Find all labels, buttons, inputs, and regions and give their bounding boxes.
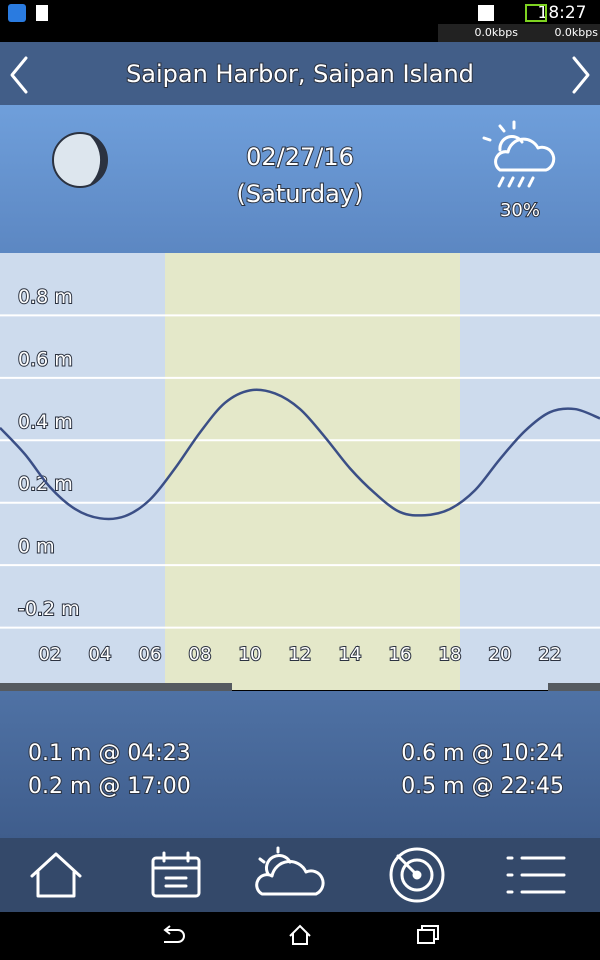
moon-shadow (88, 134, 108, 186)
y-tick-label: -0.2 m (18, 598, 80, 620)
y-tick-label: 0.2 m (18, 473, 73, 495)
nav-bar (0, 838, 600, 912)
battery-icon (525, 4, 547, 22)
y-tick-label: 0.4 m (18, 411, 73, 433)
home-tab[interactable] (30, 852, 82, 898)
back-button[interactable] (163, 925, 185, 943)
scroll-indicator (548, 683, 600, 691)
x-tick-label: 10 (239, 644, 262, 665)
x-tick-label: 04 (89, 644, 112, 665)
high-tide: 0.5 m @ 22:45 (401, 774, 564, 799)
y-tick-label: 0.6 m (18, 348, 73, 370)
system-bar (0, 912, 600, 960)
menu-tab[interactable] (506, 856, 566, 894)
header (0, 42, 600, 105)
x-tick-label: 14 (339, 644, 362, 665)
date: 02/27/16 (246, 143, 354, 171)
scroll-indicator (0, 683, 232, 691)
forecast-tab[interactable] (255, 846, 325, 896)
y-tick-label: 0 m (18, 536, 55, 558)
next-button[interactable] (572, 56, 590, 94)
calendar-tab[interactable] (151, 851, 201, 898)
y-tick-label: 0.8 m (18, 286, 73, 308)
daylight-band (165, 253, 460, 690)
tide-chart: -0.2 m 0 m 0.2 m 0.4 m 0.6 m 0.8 m 02 04 06 08 10 1… (0, 253, 600, 690)
recents-button[interactable] (417, 925, 439, 944)
x-tick-label: 02 (39, 644, 62, 665)
clock: 18:27 (538, 3, 587, 23)
x-tick-label: 22 (539, 644, 562, 665)
x-tick-label: 12 (289, 644, 312, 665)
x-tick-label: 06 (139, 644, 162, 665)
low-tide: 0.1 m @ 04:23 (28, 741, 191, 766)
download-speed: 0.0kbps (554, 26, 598, 39)
status-icon (478, 5, 494, 21)
tide-line (0, 388, 600, 521)
radar-tab[interactable] (389, 847, 445, 903)
speed-panel (438, 24, 600, 42)
x-tick-label: 20 (489, 644, 512, 665)
weekday: (Saturday) (237, 180, 364, 208)
tides-panel (0, 691, 600, 838)
low-tide: 0.2 m @ 17:00 (28, 774, 191, 799)
location-title: Saipan Harbor, Saipan Island (126, 60, 474, 88)
upload-speed: 0.0kbps (474, 26, 518, 39)
weather-icon (482, 120, 556, 188)
high-tide: 0.6 m @ 10:24 (401, 741, 564, 766)
app-icon (8, 4, 26, 22)
rain-chance: 30% (500, 200, 540, 221)
x-tick-label: 08 (189, 644, 212, 665)
sd-icon (36, 5, 48, 21)
x-tick-label: 16 (389, 644, 412, 665)
x-tick-label: 18 (439, 644, 462, 665)
prev-button[interactable] (10, 56, 28, 94)
home-button[interactable] (289, 924, 311, 945)
